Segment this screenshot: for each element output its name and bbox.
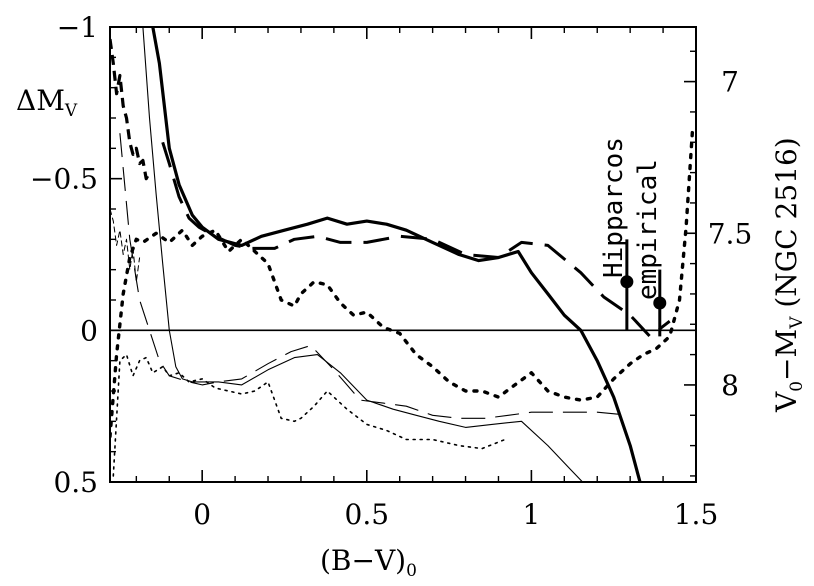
x-tick-label-1: 0.5 bbox=[345, 498, 390, 531]
series-line-2 bbox=[110, 125, 695, 439]
y-tick-label-2: 0 bbox=[80, 314, 98, 347]
ticks-layer: 0 0.5 1 1.5 −1 −0.5 0 0.5 7 7.5 8 bbox=[30, 11, 752, 531]
y-tick-label-3: 0.5 bbox=[53, 466, 98, 499]
series-line-0 bbox=[151, 27, 642, 482]
x-axis-label: (B−V)0 bbox=[320, 544, 417, 581]
plot-frame bbox=[109, 26, 697, 483]
series-line-5 bbox=[112, 353, 506, 477]
data-point-0 bbox=[620, 275, 634, 289]
y-axis-label-sub: V bbox=[64, 101, 78, 121]
series-line-4 bbox=[119, 133, 631, 419]
annotation-empirical: empirical bbox=[633, 159, 663, 300]
series-layer bbox=[110, 27, 695, 482]
y2-tick-label-2: 8 bbox=[721, 369, 739, 402]
y2-tick-label-1: 7.5 bbox=[708, 217, 753, 250]
series-line-1 bbox=[161, 141, 671, 338]
series-line-7 bbox=[110, 208, 141, 283]
y-tick-label-1: −0.5 bbox=[30, 163, 98, 196]
y-axis-label: ΔMV bbox=[16, 84, 78, 121]
x-tick-label-3: 1.5 bbox=[674, 498, 719, 531]
annotation-hipparcos: Hipparcos bbox=[599, 137, 629, 278]
x-tick-label-0: 0 bbox=[193, 498, 211, 531]
y2-tick-label-0: 7 bbox=[721, 66, 739, 99]
points-layer bbox=[620, 239, 667, 337]
series-line-6 bbox=[110, 38, 151, 181]
data-point-1 bbox=[653, 296, 667, 310]
series-line-3 bbox=[142, 27, 584, 482]
x-tick-label-2: 1 bbox=[522, 498, 540, 531]
y-tick-label-0: −1 bbox=[57, 11, 98, 44]
x-axis-label-sub: 0 bbox=[406, 561, 417, 581]
right-axis-label: V0−MV (NGC 2516) bbox=[770, 137, 807, 413]
